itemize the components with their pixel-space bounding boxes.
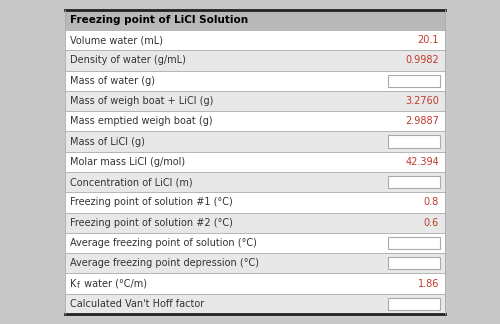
Text: water (°C/m): water (°C/m) [81, 279, 147, 289]
Text: 20.1: 20.1 [418, 35, 439, 45]
Bar [65, 111, 445, 132]
Text: Concentration of LiCl (m): Concentration of LiCl (m) [70, 177, 192, 187]
Bar [388, 176, 440, 188]
Text: Molar mass LiCl (g/mol): Molar mass LiCl (g/mol) [70, 157, 185, 167]
Text: Freezing point of solution #2 (°C): Freezing point of solution #2 (°C) [70, 218, 233, 228]
Text: Mass of water (g): Mass of water (g) [70, 76, 155, 86]
Bar [65, 253, 445, 273]
Bar [388, 257, 440, 269]
Bar [65, 172, 445, 192]
Text: Calculated Van't Hoff factor: Calculated Van't Hoff factor [70, 299, 204, 309]
Bar [65, 192, 445, 213]
Text: Average freezing point of solution (°C): Average freezing point of solution (°C) [70, 238, 257, 248]
Text: 42.394: 42.394 [405, 157, 439, 167]
Bar [65, 30, 445, 50]
Bar [388, 135, 440, 148]
Bar [65, 91, 445, 111]
Bar [65, 10, 445, 30]
Text: Mass emptied weigh boat (g): Mass emptied weigh boat (g) [70, 116, 212, 126]
Text: Freezing point of LiCl Solution: Freezing point of LiCl Solution [70, 15, 248, 25]
Bar [65, 213, 445, 233]
Text: K: K [70, 279, 76, 289]
Text: Freezing point of solution #1 (°C): Freezing point of solution #1 (°C) [70, 197, 233, 207]
Bar [65, 132, 445, 152]
Text: Mass of weigh boat + LiCl (g): Mass of weigh boat + LiCl (g) [70, 96, 214, 106]
Bar [388, 237, 440, 249]
Text: 0.6: 0.6 [424, 218, 439, 228]
Bar [388, 298, 440, 310]
Text: f: f [76, 281, 79, 290]
Bar [388, 75, 440, 87]
Bar [65, 233, 445, 253]
Text: Volume water (mL): Volume water (mL) [70, 35, 163, 45]
Text: 3.2760: 3.2760 [405, 96, 439, 106]
Bar [65, 71, 445, 91]
Text: 0.8: 0.8 [424, 197, 439, 207]
Text: 1.86: 1.86 [418, 279, 439, 289]
Bar [65, 152, 445, 172]
Bar [65, 273, 445, 294]
Bar [65, 50, 445, 71]
Text: 2.9887: 2.9887 [405, 116, 439, 126]
Text: Average freezing point depression (°C): Average freezing point depression (°C) [70, 258, 259, 268]
Text: 0.9982: 0.9982 [405, 55, 439, 65]
Text: Density of water (g/mL): Density of water (g/mL) [70, 55, 186, 65]
Bar [65, 294, 445, 314]
Text: Mass of LiCl (g): Mass of LiCl (g) [70, 137, 145, 146]
